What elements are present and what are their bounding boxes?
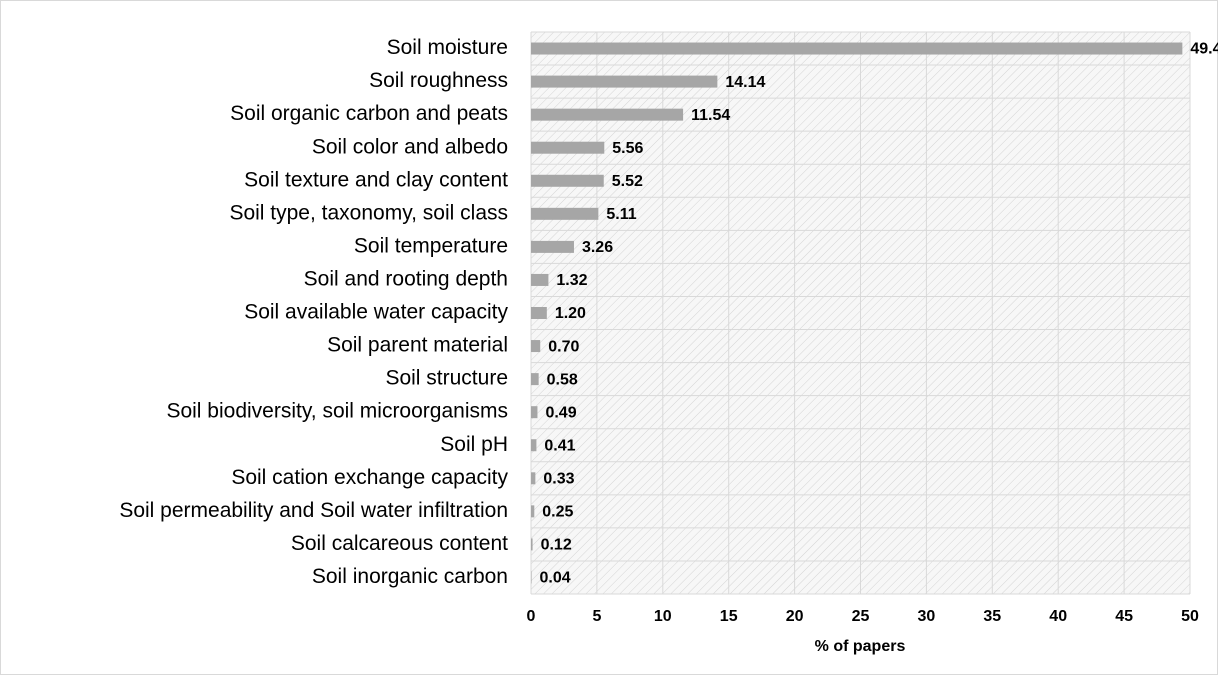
category-label: Soil roughness <box>369 69 508 92</box>
category-label: Soil biodiversity, soil microorganisms <box>166 400 508 423</box>
bar <box>531 141 605 154</box>
value-label: 1.32 <box>556 272 587 289</box>
value-label: 0.12 <box>541 537 572 554</box>
category-label: Soil organic carbon and peats <box>230 102 508 125</box>
bar <box>531 307 547 319</box>
value-label: 0.41 <box>544 437 575 454</box>
bar <box>531 108 684 121</box>
x-tick-label: 10 <box>654 608 672 625</box>
x-axis-label: % of papers <box>815 638 906 655</box>
value-label: 5.56 <box>612 140 643 157</box>
category-label: Soil inorganic carbon <box>312 565 508 588</box>
category-label: Soil temperature <box>354 234 508 257</box>
category-label: Soil texture and clay content <box>244 168 508 191</box>
value-label: 5.52 <box>612 173 643 190</box>
x-tick-label: 45 <box>1115 608 1133 625</box>
x-tick-label: 30 <box>918 608 936 625</box>
value-label: 3.26 <box>582 239 613 256</box>
category-label: Soil calcareous content <box>291 532 508 555</box>
bar <box>531 174 604 187</box>
bar <box>531 472 536 485</box>
category-label: Soil and rooting depth <box>304 267 508 290</box>
x-tick-label: 5 <box>592 608 601 625</box>
category-label: Soil cation exchange capacity <box>231 466 508 489</box>
value-label: 14.14 <box>725 74 765 91</box>
bar <box>531 373 539 386</box>
value-label: 0.25 <box>542 504 573 521</box>
category-label: Soil structure <box>385 367 508 390</box>
x-tick-label: 20 <box>786 608 804 625</box>
bar <box>531 207 599 220</box>
x-tick-label: 35 <box>983 608 1001 625</box>
value-label: 0.58 <box>547 371 578 388</box>
bar <box>531 240 574 253</box>
bar <box>531 42 1183 55</box>
category-label: Soil permeability and Soil water infiltr… <box>119 499 508 522</box>
x-tick-label: 15 <box>720 608 738 625</box>
value-label: 0.70 <box>548 338 579 355</box>
category-label: Soil available water capacity <box>244 301 508 324</box>
category-label: Soil moisture <box>387 36 508 59</box>
bar <box>531 439 537 452</box>
bar <box>531 75 718 88</box>
x-tick-label: 40 <box>1049 608 1067 625</box>
x-tick-label: 0 <box>527 608 536 625</box>
bar <box>531 505 535 518</box>
value-label: 1.20 <box>555 305 586 322</box>
category-label: Soil type, taxonomy, soil class <box>229 201 508 224</box>
value-label: 11.54 <box>691 107 730 124</box>
value-label: 5.11 <box>606 206 636 223</box>
x-tick-label: 25 <box>852 608 870 625</box>
category-label: Soil parent material <box>327 334 508 357</box>
category-label: Soil color and albedo <box>312 135 508 158</box>
bar <box>531 538 533 551</box>
bar <box>531 406 538 419</box>
value-label: 49.42 <box>1190 41 1218 58</box>
category-label: Soil pH <box>440 433 508 456</box>
value-label: 0.33 <box>543 471 574 488</box>
bar <box>531 273 549 286</box>
value-label: 0.04 <box>540 570 571 587</box>
bar <box>531 340 541 353</box>
bar <box>531 571 532 584</box>
x-tick-label: 50 <box>1181 608 1199 625</box>
value-label: 0.49 <box>545 404 576 421</box>
